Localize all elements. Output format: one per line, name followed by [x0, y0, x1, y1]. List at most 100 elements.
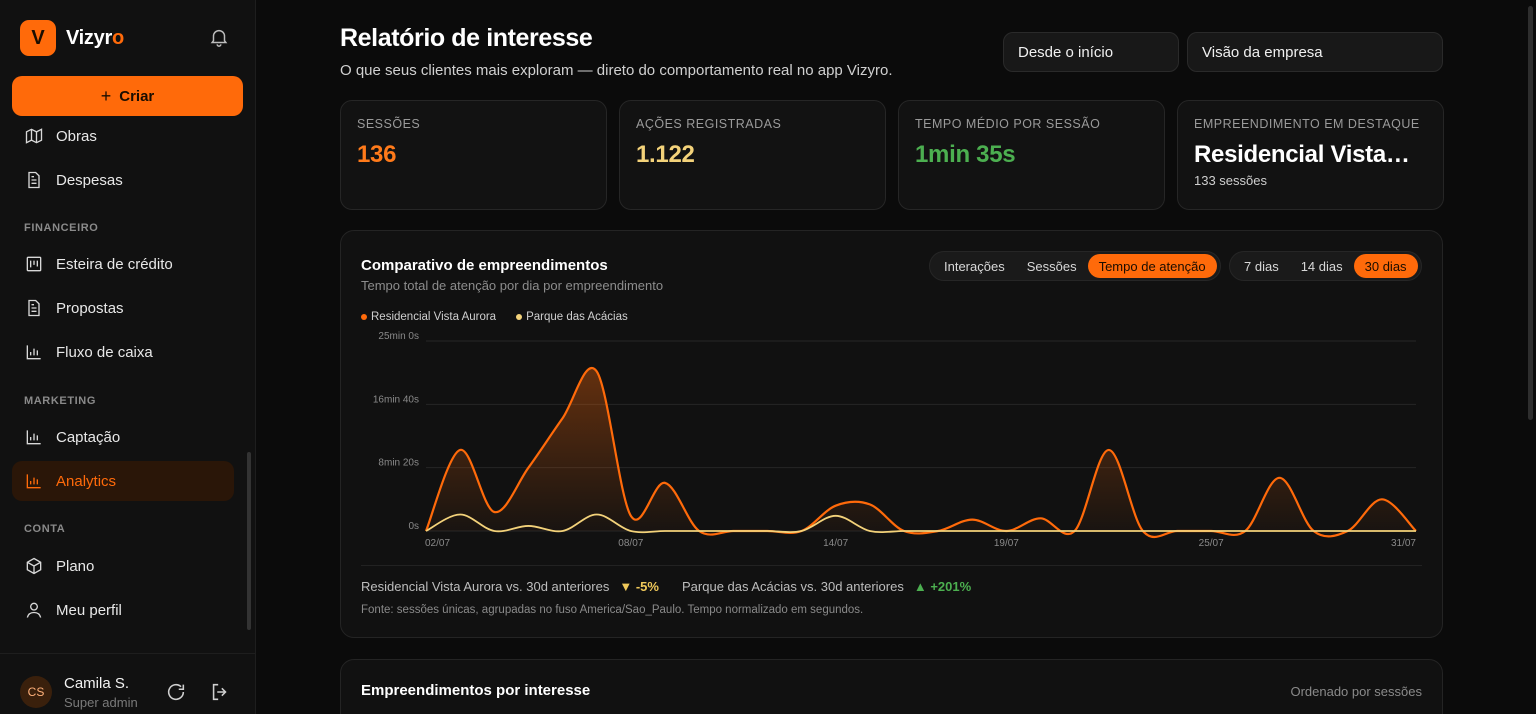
sidebar-item-label: Propostas: [56, 299, 124, 317]
x-tick-label: 02/07: [425, 538, 450, 549]
logo-badge: V: [20, 20, 56, 56]
chart-title: Comparativo de empreendimentos: [361, 257, 608, 274]
tab-sessoes[interactable]: Sessões: [1026, 258, 1077, 274]
sidebar-item-despesas[interactable]: Despesas: [12, 160, 234, 200]
kanban-icon: [26, 256, 42, 272]
sidebar-item-propostas[interactable]: Propostas: [12, 288, 234, 328]
kpi-label: SESSÕES: [357, 117, 421, 131]
kpi-card-tempo-medio: TEMPO MÉDIO POR SESSÃO 1min 35s: [898, 100, 1165, 210]
kpi-value: Residencial Vista…: [1194, 141, 1410, 168]
brand-name-accent: o: [111, 26, 124, 49]
sidebar-item-label: Meu perfil: [56, 601, 122, 619]
sidebar-item-label: Analytics: [56, 472, 117, 490]
page-subtitle: O que seus clientes mais exploram — dire…: [340, 62, 893, 79]
chart-plot: 0s 8min 20s 16min 40s 25min 0s 02/07 08/07 14/…: [373, 331, 1417, 549]
avatar[interactable]: CS: [20, 676, 52, 708]
sidebar-item-label: Plano: [56, 557, 95, 575]
chart-card: 0s 8min 20s 16min 40s 25min 0s 02/07 08/07 14/…: [340, 230, 1443, 638]
sidebar-item-label: Despesas: [56, 171, 123, 189]
user-area: CS Camila S. Super admin: [0, 653, 256, 714]
kpi-label: EMPREENDIMENTO EM DESTAQUE: [1194, 117, 1420, 131]
sidebar-item-captacao[interactable]: Captação: [12, 417, 234, 457]
x-tick-label: 25/07: [1199, 538, 1224, 549]
page-scrollbar[interactable]: [1528, 6, 1533, 420]
sidebar-item-plano[interactable]: Plano: [12, 546, 234, 586]
kpi-card-sessoes: SESSÕES 136: [340, 100, 607, 210]
box-icon: [26, 557, 42, 575]
kpi-card-destaque: EMPREENDIMENTO EM DESTAQUE Residencial V…: [1177, 100, 1444, 210]
y-tick-label: 0s: [408, 521, 419, 532]
sidebar: V Vizyro + Criar Obras Despesas FINANCEIR…: [0, 0, 256, 714]
kpi-label: AÇÕES REGISTRADAS: [636, 117, 782, 131]
legend-label: Residencial Vista Aurora: [371, 311, 497, 323]
create-label: Criar: [119, 87, 155, 105]
tab-tempo-de-atencao[interactable]: Tempo de atenção: [1087, 254, 1217, 278]
kpi-value: 1min 35s: [915, 141, 1016, 168]
brand[interactable]: V Vizyro: [20, 20, 124, 56]
comparison-value: ▼ -5%: [619, 579, 659, 594]
brand-name: Vizyro: [66, 27, 124, 50]
nav-section-marketing: MARKETING: [24, 395, 97, 407]
y-tick-label: 25min 0s: [378, 331, 419, 342]
range-tabs: 7 dias 14 dias 30 dias: [1229, 251, 1422, 281]
legend-item[interactable]: Parque das Acácias: [516, 311, 628, 323]
refresh-icon[interactable]: [165, 681, 187, 703]
y-tick-label: 8min 20s: [378, 458, 419, 469]
bell-icon[interactable]: [208, 26, 230, 48]
sidebar-item-obras[interactable]: Obras: [12, 116, 234, 156]
tab-7-dias[interactable]: 7 dias: [1244, 258, 1279, 274]
bar-chart-icon: [26, 430, 41, 445]
page-title: Relatório de interesse: [340, 24, 593, 52]
kpi-note: 133 sessões: [1194, 173, 1267, 188]
kpi-label: TEMPO MÉDIO POR SESSÃO: [915, 117, 1101, 131]
sidebar-item-fluxo-de-caixa[interactable]: Fluxo de caixa: [12, 332, 234, 372]
x-tick-label: 19/07: [994, 538, 1019, 549]
chart-subtitle: Tempo total de atenção por dia por empre…: [361, 278, 664, 293]
document-icon: [28, 171, 40, 189]
sidebar-item-label: Esteira de crédito: [56, 255, 173, 273]
user-icon: [26, 602, 42, 618]
map-icon: [25, 128, 43, 144]
kpi-value: 136: [357, 141, 397, 168]
brand-name-main: Vizyr: [66, 26, 112, 49]
create-button[interactable]: + Criar: [12, 76, 243, 116]
tab-interacoes[interactable]: Interações: [944, 258, 1005, 274]
divider: [361, 565, 1422, 566]
sidebar-item-meu-perfil[interactable]: Meu perfil: [12, 590, 234, 630]
period-select[interactable]: Desde o início: [1003, 32, 1179, 72]
user-role: Super admin: [64, 695, 138, 710]
legend-dot: [516, 314, 523, 320]
logout-icon[interactable]: [209, 681, 231, 703]
chart-footnote: Fonte: sessões únicas, agrupadas no fuso…: [361, 604, 864, 616]
x-tick-label: 14/07: [823, 538, 848, 549]
x-tick-label: 31/07: [1391, 538, 1416, 549]
table-title: Empreendimentos por interesse: [361, 682, 591, 699]
sidebar-item-label: Fluxo de caixa: [56, 343, 153, 361]
series-line-2: [425, 513, 1416, 534]
sidebar-item-label: Obras: [56, 127, 97, 145]
x-tick-label: 08/07: [618, 538, 643, 549]
series-area-1: [426, 368, 1416, 538]
nav-section-financeiro: FINANCEIRO: [24, 222, 99, 234]
sidebar-item-esteira[interactable]: Esteira de crédito: [12, 244, 234, 284]
sidebar-item-label: Captação: [56, 428, 121, 446]
kpi-card-acoes: AÇÕES REGISTRADAS 1.122: [619, 100, 886, 210]
nav-section-conta: CONTA: [24, 523, 66, 535]
sidebar-item-analytics[interactable]: Analytics: [12, 461, 234, 501]
tab-30-dias[interactable]: 30 dias: [1353, 254, 1418, 278]
comparison-value: ▲ +201%: [913, 579, 972, 594]
comparison-b: Parque das Acácias vs. 30d anteriores ▲ …: [682, 579, 971, 594]
tab-14-dias[interactable]: 14 dias: [1300, 258, 1343, 274]
bar-chart-icon: [26, 474, 41, 489]
comparison-a: Residencial Vista Aurora vs. 30d anterio…: [361, 579, 659, 594]
table-card: Empreendimentos por interesse Ordenado p…: [340, 659, 1443, 714]
legend-item[interactable]: Residencial Vista Aurora: [361, 311, 496, 323]
legend-label: Parque das Acácias: [526, 311, 628, 323]
kpi-value: 1.122: [636, 141, 695, 168]
plus-icon: +: [100, 86, 112, 106]
comparison-label: Parque das Acácias vs. 30d anteriores: [682, 579, 904, 594]
document-icon: [28, 299, 40, 317]
scope-select[interactable]: Visão da empresa: [1187, 32, 1443, 72]
sidebar-scrollbar[interactable]: [247, 452, 251, 630]
